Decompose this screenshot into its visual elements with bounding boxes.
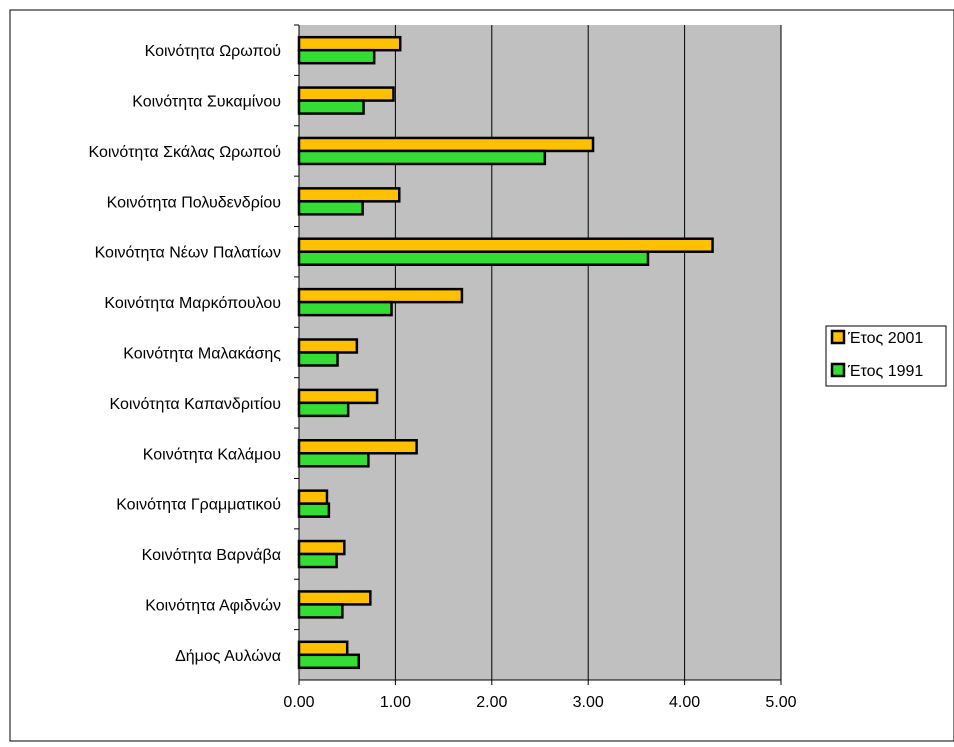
bar-2001 [297, 640, 349, 657]
bar-2001 [297, 287, 464, 304]
x-tick-label: 3.00 [573, 694, 604, 711]
bar-2001 [297, 35, 402, 52]
category-label: Κοινότητα Συκαμίνου [132, 94, 281, 111]
bar-2001 [297, 439, 418, 455]
category-label: Κοινότητα Μαλακάσης [123, 346, 281, 363]
bar-2001 [297, 388, 379, 405]
legend-label-2001: Έτος 2001 [847, 330, 923, 347]
category-label: Κοινότητα Πολυδενδρίου [107, 194, 281, 211]
category-label: Κοινότητα Ωρωπού [145, 43, 281, 60]
bar-2001 [297, 86, 395, 102]
legend-label-1991: Έτος 1991 [847, 363, 923, 380]
bar-1991 [297, 452, 370, 468]
category-label: Κοινότητα Αφιδνών [145, 597, 281, 614]
category-label: Κοινότητα Μαρκόπουλου [104, 295, 281, 312]
bar-1991 [297, 99, 365, 115]
legend-box [825, 325, 947, 387]
bar-2001 [297, 187, 401, 203]
bar-1991 [297, 502, 331, 518]
category-label: Κοινότητα Νέων Παλατίων [95, 245, 281, 262]
category-label: Κοινότητα Γραμματικού [116, 497, 281, 514]
bar-2001 [297, 489, 329, 505]
category-label: Κοινότητα Σκάλας Ωρωπού [88, 144, 281, 161]
category-label: Κοινότητα Καπανδριτίου [110, 396, 281, 413]
plot-area [299, 25, 781, 680]
legend-swatch-1991 [830, 362, 846, 378]
gridlines [394, 25, 782, 680]
bar-1991 [297, 149, 547, 166]
bar-2001 [297, 539, 346, 556]
legend-swatch-2001 [830, 329, 846, 345]
x-tick-label: 0.00 [283, 694, 314, 711]
x-tick-label: 2.00 [476, 694, 507, 711]
category-label: Κοινότητα Βαρνάβα [142, 547, 281, 564]
bar-1991 [297, 552, 338, 569]
bar-1991 [297, 653, 361, 670]
legend: Έτος 2001 Έτος 1991 [825, 325, 947, 387]
category-label: Δήμος Αυλώνα [175, 648, 281, 665]
bar-1991 [297, 48, 376, 65]
x-axis-ticks: 0.00 1.00 2.00 3.00 4.00 5.00 [283, 680, 797, 711]
bar-2001 [297, 590, 372, 606]
bar-1991 [297, 200, 364, 216]
bar-2001 [297, 237, 714, 253]
bar-2001 [297, 136, 595, 153]
bar-1991 [297, 401, 350, 418]
bar-1991 [297, 603, 344, 619]
category-label: Κοινότητα Καλάμου [143, 446, 281, 463]
x-tick-label: 4.00 [669, 694, 700, 711]
x-tick-label: 1.00 [380, 694, 411, 711]
bar-1991 [297, 300, 393, 317]
category-labels: Κοινότητα Ωρωπού Κοινότητα Συκαμίνου Κοινό… [88, 24, 299, 665]
bar-1991 [297, 250, 650, 266]
bar-1991 [297, 351, 339, 367]
bar-2001 [297, 338, 359, 354]
x-tick-label: 5.00 [765, 694, 796, 711]
